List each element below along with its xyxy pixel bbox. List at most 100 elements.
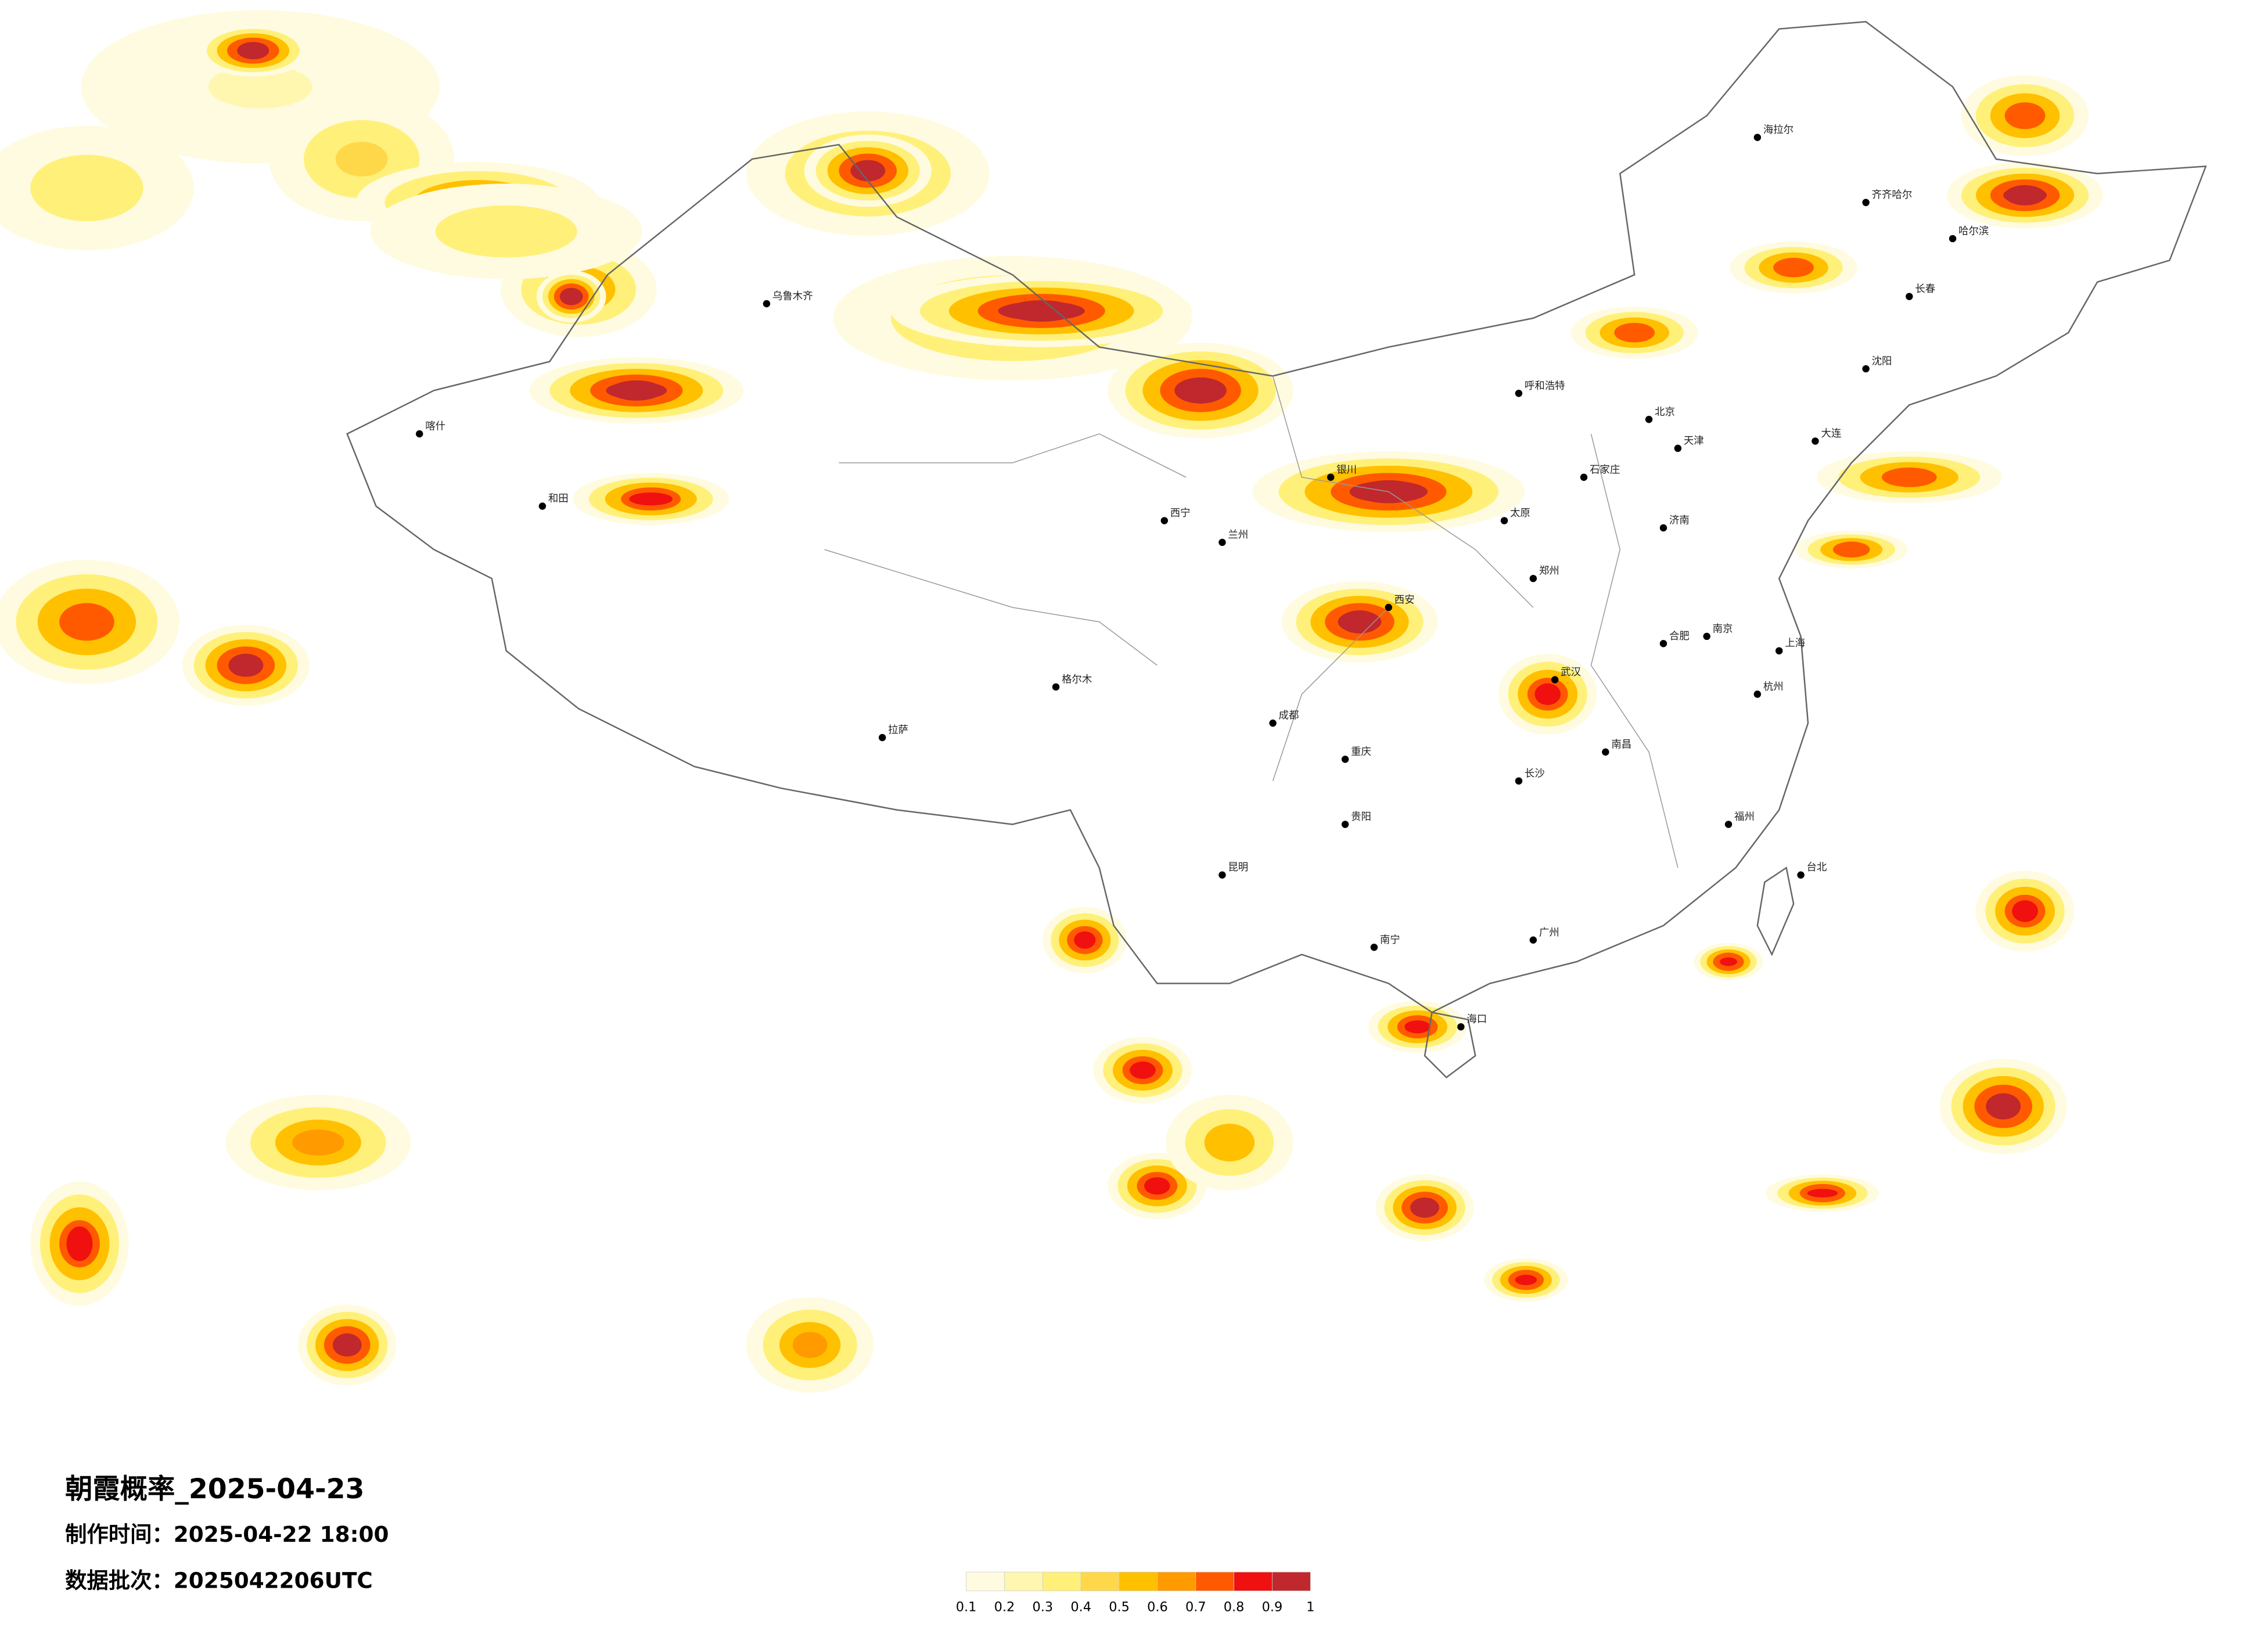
probability-core	[1074, 931, 1096, 949]
city-dot	[878, 733, 886, 742]
city-dot	[1457, 1023, 1465, 1031]
city-label: 成都	[1279, 710, 1299, 722]
city-label: 银川	[1336, 464, 1357, 476]
city-label: 杭州	[1763, 681, 1784, 693]
city-dot	[1811, 437, 1819, 445]
city-label: 昆明	[1228, 862, 1248, 873]
city-dot	[1602, 748, 1609, 756]
probability-core	[228, 654, 264, 677]
city-label: 太原	[1510, 508, 1530, 519]
city-dot	[1052, 683, 1060, 691]
legend-tick-label: 0.5	[1109, 1599, 1130, 1614]
city-label: 和田	[548, 493, 569, 505]
probability-core	[792, 1332, 828, 1358]
city-dot	[1529, 574, 1537, 582]
legend-swatch	[1004, 1571, 1043, 1591]
probability-core	[1534, 683, 1561, 706]
city-label: 海口	[1467, 1014, 1487, 1026]
city-dot	[1753, 690, 1762, 698]
city-dot	[415, 430, 423, 438]
legend-swatch	[966, 1571, 1005, 1591]
city-label: 长春	[1915, 283, 1935, 295]
legend-tick-label: 0.2	[994, 1599, 1015, 1614]
city-label: 南京	[1713, 623, 1733, 635]
city-label: 长沙	[1525, 768, 1545, 779]
city-label: 广州	[1539, 927, 1559, 938]
city-dot	[538, 502, 547, 510]
city-dot	[1269, 719, 1277, 727]
city-dot	[1327, 473, 1335, 481]
city-dot	[1674, 444, 1682, 452]
city-dot	[1370, 944, 1378, 951]
city-dot	[1515, 777, 1523, 785]
probability-core	[1720, 957, 1738, 966]
city-dot	[1862, 365, 1870, 373]
city-dot	[1753, 134, 1762, 141]
city-dot	[1659, 524, 1667, 532]
city-dot	[1659, 640, 1667, 647]
probability-core	[66, 1226, 93, 1261]
probability-core	[998, 301, 1085, 321]
probability-core	[208, 65, 312, 109]
legend: 0.1 0.2 0.3 0.4 0.5 0.6 0.7 0.8 0.9 1	[956, 1571, 1314, 1614]
batch: 数据批次：2025042206UTC	[65, 1567, 373, 1593]
probability-core	[850, 161, 886, 181]
city-label: 乌鲁木齐	[772, 291, 813, 303]
city-label: 西宁	[1170, 508, 1191, 519]
city-label: 济南	[1669, 515, 1690, 527]
city-dot	[1160, 517, 1169, 524]
probability-core	[1836, 545, 1867, 554]
city-dot	[1219, 538, 1226, 546]
city-label: 重庆	[1351, 746, 1371, 758]
city-dot	[1775, 647, 1783, 654]
probability-core	[335, 142, 388, 177]
legend-tick-label: 0.4	[1070, 1599, 1091, 1614]
city-label: 合肥	[1669, 631, 1690, 642]
island-outline	[1424, 866, 1795, 1079]
city-label: 福州	[1734, 811, 1755, 823]
city-dot	[1515, 390, 1523, 397]
title: 朝霞概率_2025-04-23	[65, 1473, 364, 1505]
city-label: 南宁	[1380, 934, 1400, 946]
city-dot	[1645, 416, 1653, 423]
country-outline	[346, 21, 2207, 1013]
city-label: 格尔木	[1062, 674, 1092, 685]
city-dot	[1703, 632, 1710, 641]
probability-core	[1338, 611, 1382, 633]
probability-core	[60, 605, 113, 639]
legend-swatch	[1195, 1571, 1234, 1591]
probability-core	[1883, 470, 1936, 484]
city-dot	[1219, 871, 1226, 879]
probability-core	[1776, 261, 1811, 274]
made-time: 制作时间：2025-04-22 18:00	[65, 1521, 389, 1547]
city-label: 武汉	[1561, 667, 1581, 678]
probability-core	[2007, 105, 2043, 127]
probability-core	[1515, 1275, 1537, 1286]
probability-core	[292, 1129, 344, 1156]
legend-tick-label: 1	[1306, 1599, 1314, 1614]
legend-swatch	[1080, 1571, 1120, 1591]
city-dot	[1500, 517, 1508, 524]
probability-core	[1130, 1061, 1156, 1079]
legend-tick-label: 0.6	[1147, 1599, 1168, 1614]
legend-tick-label: 0.9	[1262, 1599, 1283, 1614]
city-label: 南昌	[1611, 739, 1631, 751]
city-label: 喀什	[425, 421, 445, 433]
legend-tick-label: 0.1	[956, 1599, 977, 1614]
city-label: 上海	[1785, 638, 1805, 649]
city-dot	[1949, 235, 1957, 243]
city-dot	[1529, 936, 1537, 944]
city-label: 兰州	[1228, 529, 1248, 541]
city-label: 拉萨	[888, 725, 908, 736]
city-label: 大连	[1821, 428, 1841, 440]
legend-tick-label: 0.3	[1033, 1599, 1054, 1614]
probability-core	[2012, 900, 2039, 922]
probability-core	[1986, 1093, 2021, 1120]
city-label: 台北	[1807, 862, 1827, 873]
city-label: 呼和浩特	[1525, 380, 1565, 392]
probability-core	[1212, 1129, 1247, 1156]
legend-swatch	[1042, 1571, 1081, 1591]
legend-tick-label: 0.7	[1185, 1599, 1206, 1614]
